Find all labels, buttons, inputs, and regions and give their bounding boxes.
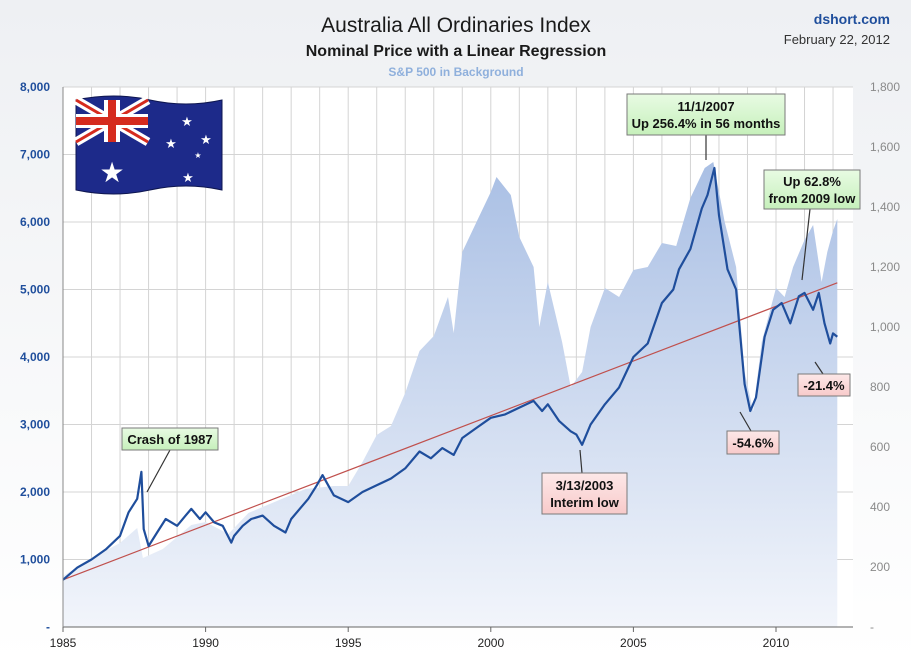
annotation-callout: Crash of 1987 — [121, 427, 219, 493]
annotation-callout: -54.6% — [726, 411, 780, 455]
annotation-box — [797, 373, 851, 397]
left-tick-label: 2,000 — [20, 485, 50, 499]
annotation-pointer — [814, 361, 824, 375]
date-label: February 22, 2012 — [784, 32, 890, 47]
annotation-text: 11/1/2007 — [677, 99, 734, 114]
right-axis-tick-labels: - 200 400 600 800 1,000 1,200 1,400 1,600 1,800 — [870, 80, 900, 634]
annotations: Crash of 1987 11/1/2007 Up 256.4% in 56 mo… — [121, 93, 861, 515]
x-tick-label: 1995 — [335, 636, 362, 650]
left-tick-label: - — [46, 620, 50, 634]
left-tick-label: 7,000 — [20, 148, 50, 162]
x-tick-label: 1985 — [50, 636, 77, 650]
annotation-text: Crash of 1987 — [127, 432, 212, 447]
sp500-background-area — [63, 162, 838, 627]
annotation-text: -21.4% — [803, 378, 845, 393]
x-tick-label: 2000 — [477, 636, 504, 650]
x-tick-label: 2010 — [763, 636, 790, 650]
annotation-pointer — [146, 449, 171, 493]
star-icon: ★ — [200, 132, 212, 147]
annotation-callout: -21.4% — [797, 361, 851, 397]
left-tick-label: 5,000 — [20, 283, 50, 297]
annotation-callout: 11/1/2007 Up 256.4% in 56 months — [626, 93, 786, 160]
left-tick-label: 4,000 — [20, 350, 50, 364]
right-tick-label: 1,200 — [870, 260, 900, 274]
right-tick-label: 1,400 — [870, 200, 900, 214]
left-tick-label: 1,000 — [20, 553, 50, 567]
right-tick-label: - — [870, 620, 874, 634]
annotation-pointer — [579, 449, 583, 474]
right-tick-label: 1,600 — [870, 140, 900, 154]
right-tick-label: 800 — [870, 380, 890, 394]
annotation-text: from 2009 low — [769, 191, 857, 206]
right-tick-label: 1,800 — [870, 80, 900, 94]
star-icon: ★ — [182, 170, 194, 185]
annotation-text: 3/13/2003 — [556, 478, 614, 493]
left-tick-label: 3,000 — [20, 418, 50, 432]
left-axis-tick-labels: - 1,000 2,000 3,000 4,000 5,000 6,000 7,000 8,00… — [20, 80, 50, 634]
annotation-pointer — [801, 208, 811, 281]
left-tick-label: 8,000 — [20, 80, 50, 94]
star-icon: ★ — [165, 136, 177, 151]
chart-subtitle: Nominal Price with a Linear Regression — [306, 43, 607, 60]
x-axis-tick-labels: 1985 1990 1995 2000 2005 2010 — [50, 627, 790, 650]
annotation-box — [541, 472, 628, 515]
annotation-pointer — [739, 411, 752, 432]
australia-flag-icon: ★ ★ ★ ★ ★ ★ — [73, 95, 223, 195]
annotation-text: Interim low — [550, 495, 620, 510]
source-label: dshort.com — [814, 11, 890, 27]
right-tick-label: 1,000 — [870, 320, 900, 334]
star-icon: ★ — [194, 151, 201, 160]
star-icon: ★ — [181, 114, 193, 129]
left-tick-label: 6,000 — [20, 215, 50, 229]
annotation-box — [763, 169, 861, 210]
annotation-callout: 3/13/2003 Interim low — [541, 449, 628, 515]
x-tick-label: 2005 — [620, 636, 647, 650]
right-tick-label: 600 — [870, 440, 890, 454]
annotation-callout: Up 62.8% from 2009 low — [763, 169, 861, 281]
background-note: S&P 500 in Background — [388, 65, 523, 79]
commonwealth-star-icon: ★ — [99, 157, 124, 188]
annotation-text: -54.6% — [732, 436, 774, 451]
chart-title: Australia All Ordinaries Index — [321, 14, 591, 37]
linear-regression-line — [63, 282, 838, 581]
annotation-text: Up 256.4% in 56 months — [632, 116, 781, 131]
all-ordinaries-line — [63, 166, 838, 581]
right-tick-label: 400 — [870, 500, 890, 514]
right-tick-label: 200 — [870, 560, 890, 574]
x-tick-label: 1990 — [192, 636, 219, 650]
annotation-text: Up 62.8% — [783, 174, 841, 189]
annotation-box — [121, 427, 219, 451]
annotation-box — [726, 430, 780, 455]
annotation-box — [626, 93, 786, 136]
